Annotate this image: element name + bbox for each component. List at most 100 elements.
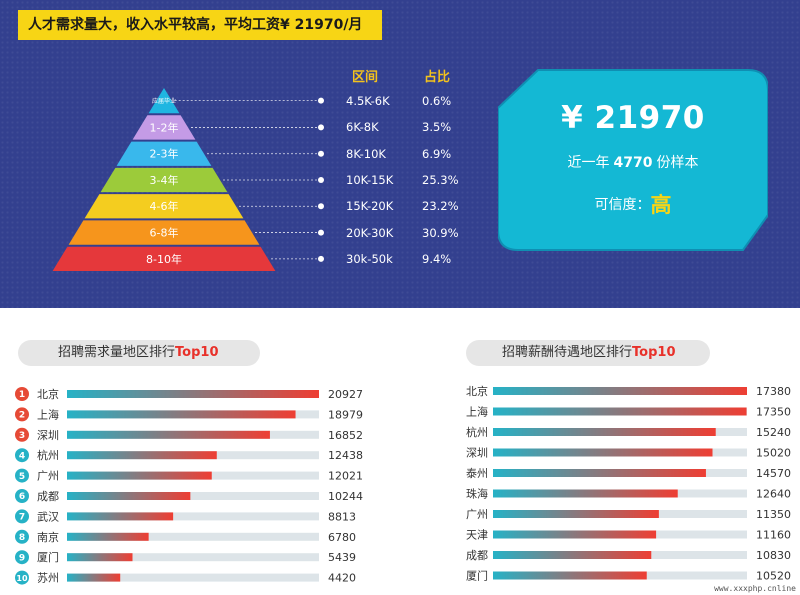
demand-ranking-title: 招聘需求量地区排行Top10 (18, 340, 260, 366)
rank-number: 10 (16, 574, 28, 583)
pyramid-leader-dot (318, 177, 324, 183)
pyramid-level-2 (132, 115, 196, 140)
value-label: 6780 (328, 531, 356, 544)
range-label: 6K-8K (346, 120, 379, 135)
pyramid-level-label: 3-4年 (150, 173, 179, 187)
rank-number: 3 (19, 431, 25, 441)
share-label: 6.9% (422, 146, 452, 161)
sample-count: 4770 (613, 155, 653, 171)
value-label: 11350 (756, 508, 791, 521)
demand-bar (67, 573, 121, 582)
value-label: 15020 (756, 447, 791, 460)
bar-track (67, 573, 319, 582)
demand-bar (67, 471, 212, 480)
rank-number: 5 (19, 472, 25, 482)
pyramid-leader-dot (318, 229, 324, 236)
rank-number: 1 (19, 390, 25, 400)
rank-badge (15, 550, 29, 565)
pyramid-level-7 (52, 246, 276, 271)
rank-badge (15, 427, 29, 442)
region-label: 泰州 (466, 466, 488, 480)
bar-track (67, 512, 319, 521)
pyramid-level-label: 2-3年 (150, 147, 179, 161)
region-label: 广州 (466, 508, 488, 521)
demand-bar (67, 390, 319, 398)
value-label: 17350 (756, 406, 791, 419)
value-label: 12021 (328, 470, 363, 483)
headline-banner: 人才需求量大，收入水平较高，平均工资¥ 21970/月 (18, 10, 382, 40)
value-label: 18979 (328, 408, 363, 421)
rank-badge (15, 509, 29, 524)
salary-ranking-title: 招聘薪酬待遇地区排行Top10 (466, 340, 710, 366)
share-label: 9.4% (422, 251, 452, 266)
pyramid-leader-dot (318, 97, 324, 104)
value-label: 16852 (328, 429, 363, 442)
sample-size-text: 近一年 4770 份样本 (498, 152, 768, 172)
salary-bar (493, 530, 657, 539)
experience-pyramid: 应届毕业 1-2年 2-3年 3-4年 4-6年 6-8年 8-10年 (52, 88, 324, 271)
share-label: 25.3% (422, 173, 459, 187)
rank-badge (15, 570, 29, 585)
rank-number: 2 (19, 411, 25, 421)
value-label: 17380 (756, 385, 791, 398)
salary-bar (493, 489, 678, 498)
region-label: 上海 (37, 407, 59, 421)
region-label: 广州 (37, 470, 59, 483)
salary-bar (493, 387, 747, 395)
pyramid-leader-dot (318, 255, 324, 262)
value-label: 4420 (328, 572, 356, 585)
region-label: 上海 (466, 405, 488, 419)
region-label: 北京 (37, 387, 59, 401)
range-label: 10K-15K (346, 173, 394, 187)
bar-track (67, 492, 319, 500)
credibility-text: 可信度：高 (498, 192, 768, 218)
region-label: 成都 (37, 490, 59, 503)
region-label: 深圳 (37, 429, 59, 442)
region-label: 杭州 (37, 448, 59, 462)
rank-number: 8 (19, 533, 25, 543)
region-label: 苏州 (37, 572, 59, 585)
sample-suffix: 份样本 (656, 155, 699, 171)
rank-number: 7 (19, 513, 25, 523)
region-label: 厦门 (466, 569, 488, 583)
value-label: 11160 (756, 529, 791, 542)
value-label: 10830 (756, 549, 791, 562)
demand-bar (67, 492, 191, 500)
range-label: 4.5K-6K (346, 93, 390, 108)
sample-prefix: 近一年 (567, 155, 610, 171)
share-column-header: 占比 (424, 70, 451, 85)
region-label: 天津 (466, 529, 488, 542)
rank-badge (15, 489, 29, 503)
range-label: 30k-50k (346, 251, 393, 266)
bar-track (67, 532, 319, 541)
value-label: 15240 (756, 426, 791, 439)
salary-bar (493, 571, 647, 580)
pyramid-level-label: 1-2年 (150, 120, 179, 134)
range-label: 8K-10K (346, 146, 386, 161)
rank-badge (15, 529, 29, 544)
value-label: 12640 (756, 488, 791, 501)
pyramid-level-label: 8-10年 (146, 252, 182, 266)
salary-bar (493, 551, 652, 559)
bar-track (67, 553, 319, 562)
value-label: 8813 (328, 510, 356, 523)
pyramid-leader-dot (318, 150, 324, 157)
pyramid-level-label: 6-8年 (150, 226, 179, 240)
rank-number: 9 (19, 553, 25, 563)
demand-bar (67, 553, 133, 562)
demand-bar (67, 451, 217, 460)
pyramid-level-6 (68, 220, 260, 245)
share-label: 30.9% (422, 225, 459, 240)
share-label: 0.6% (422, 93, 452, 108)
region-label: 成都 (466, 549, 488, 562)
region-label: 北京 (466, 384, 488, 398)
average-salary-value: ¥ 21970 (561, 100, 705, 136)
pyramid-level-label: 4-6年 (150, 199, 179, 213)
average-salary-card: ¥ 21970 近一年 4770 份样本 可信度：高 (498, 0, 768, 308)
salary-bar (493, 510, 659, 518)
rank-number: 6 (19, 492, 25, 502)
demand-title-main: 招聘需求量地区排行 (58, 345, 176, 360)
pyramid-leader-dot (318, 124, 324, 131)
demand-bar (67, 512, 174, 521)
value-label: 20927 (328, 388, 363, 401)
